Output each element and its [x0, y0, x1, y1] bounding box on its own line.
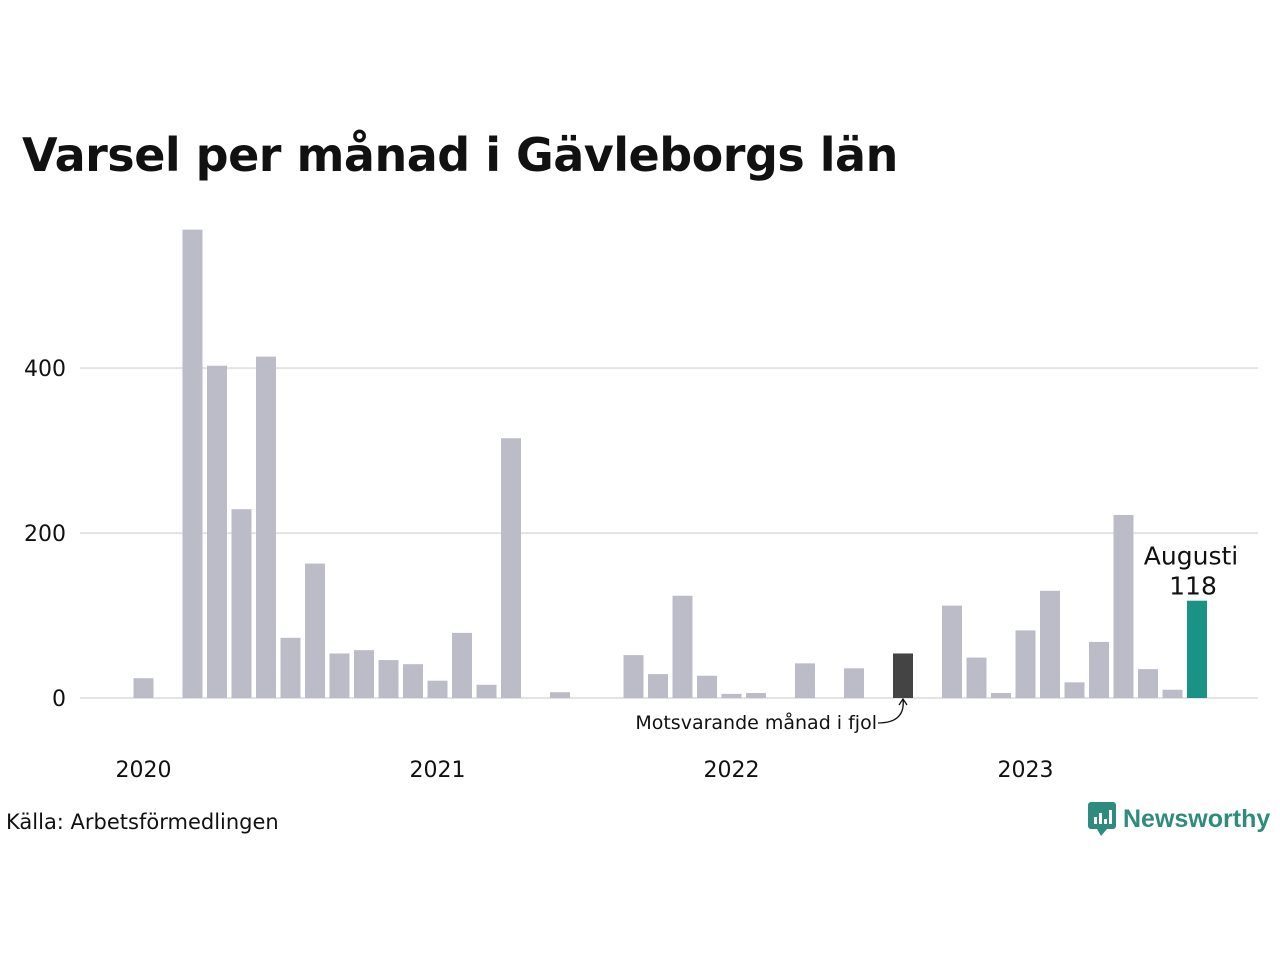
- bar: [305, 563, 325, 698]
- y-axis-tick-labels: 0 200 400: [24, 357, 66, 712]
- bar: [378, 660, 399, 698]
- bar: [476, 684, 497, 698]
- comparison-annotation-text: Motsvarande månad i fjol: [635, 711, 877, 734]
- chart-title: Varsel per månad i Gävleborgs län: [22, 128, 898, 182]
- bar: [1040, 590, 1060, 698]
- bar-highlight-month: [1187, 600, 1207, 698]
- annotations: Augusti 118 Motsvarande månad i fjol: [635, 542, 1238, 734]
- bar: [844, 668, 864, 698]
- bar: [721, 693, 742, 698]
- bar: [452, 632, 472, 698]
- bar-comparison-month: [893, 653, 913, 698]
- bar: [403, 664, 423, 698]
- comparison-arrow-head: [898, 697, 908, 706]
- newsworthy-logo-text: Newsworthy: [1123, 804, 1271, 833]
- bar: [1015, 630, 1036, 698]
- highlight-value-label: 118: [1169, 572, 1217, 601]
- bar: [329, 653, 350, 698]
- comparison-annotation-arrow: [877, 698, 904, 724]
- bar: [623, 655, 644, 698]
- bar: [354, 650, 374, 698]
- bar: [501, 438, 521, 698]
- bar: [231, 509, 252, 698]
- bar: [1064, 682, 1085, 698]
- y-tick-label: 200: [24, 522, 66, 547]
- bar: [1138, 669, 1158, 698]
- highlight-month-label: Augusti: [1144, 542, 1238, 571]
- x-tick-label: 2020: [116, 758, 172, 783]
- bar: [1162, 689, 1183, 698]
- x-tick-label: 2021: [410, 758, 466, 783]
- bar: [795, 663, 815, 698]
- bar: [133, 678, 154, 698]
- bar-chart: 0 200 400 2020 2021 2022 2023 Augusti 118 Mot…: [24, 229, 1258, 783]
- y-tick-label: 0: [52, 687, 66, 712]
- bar: [672, 595, 693, 698]
- bar: [550, 692, 570, 698]
- bar: [207, 365, 227, 698]
- x-tick-label: 2022: [704, 758, 760, 783]
- bar: [1089, 641, 1109, 698]
- y-tick-label: 400: [24, 357, 66, 382]
- source-note: Källa: Arbetsförmedlingen: [6, 810, 279, 834]
- newsworthy-logo: Newsworthy: [1088, 802, 1270, 836]
- bar: [182, 229, 203, 699]
- bar: [280, 637, 301, 698]
- bar: [746, 693, 766, 698]
- gridlines: [80, 367, 1258, 699]
- newsworthy-logo-icon: [1088, 802, 1116, 836]
- bar: [256, 356, 276, 698]
- x-tick-label: 2023: [998, 758, 1054, 783]
- bar: [966, 657, 987, 698]
- bar: [648, 674, 668, 698]
- bar: [991, 693, 1011, 698]
- bar: [942, 605, 962, 698]
- bar: [697, 675, 717, 698]
- bars: [133, 229, 1207, 699]
- x-axis-tick-labels: 2020 2021 2022 2023: [116, 758, 1054, 783]
- bar: [427, 680, 448, 698]
- bar: [1113, 514, 1134, 698]
